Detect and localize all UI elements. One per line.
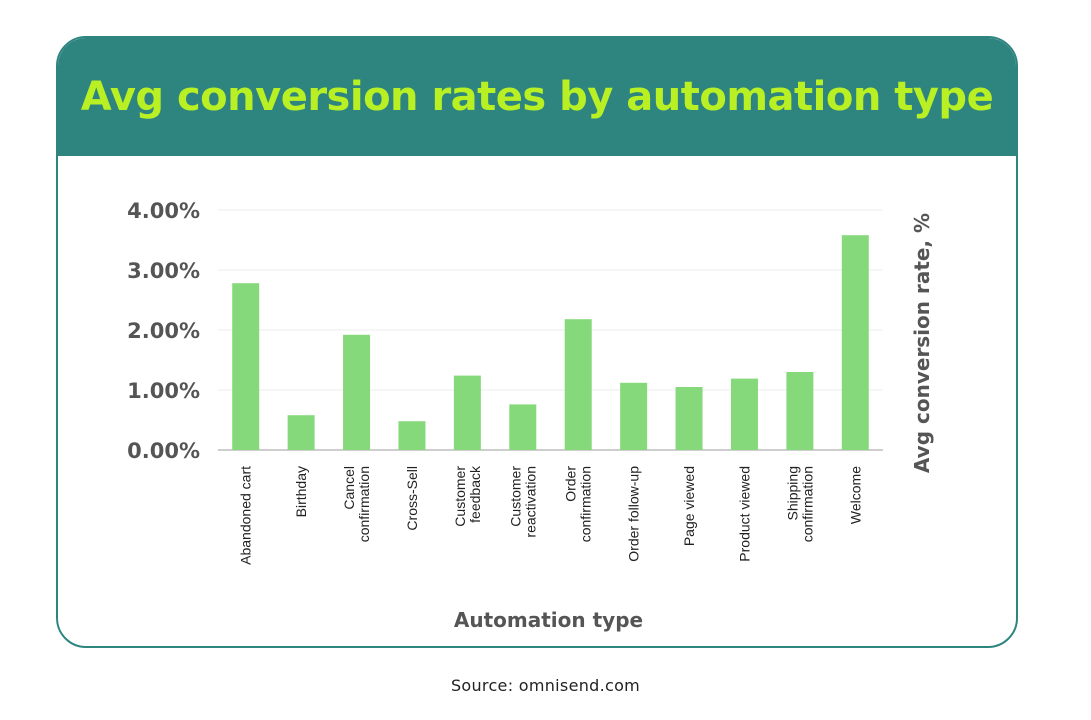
bar [287,415,315,450]
y-tick-label: 0.00% [127,439,200,463]
y-tick-label: 4.00% [127,199,200,223]
x-axis-title: Automation type [454,608,643,632]
bar [675,387,703,450]
x-tick-label: Cross-Sell [404,466,420,531]
bar [620,382,648,450]
x-tick-label: Product viewed [736,466,752,562]
y-tick-label: 2.00% [127,319,200,343]
x-tick-label: Welcome [847,466,863,524]
x-tick-label: Birthday [293,466,309,517]
y-axis-title: Avg conversion rate, % [910,213,934,473]
chart-title: Avg conversion rates by automation type [80,74,994,120]
bar [786,372,814,450]
x-tick-label: Shippingconfirmation [784,466,815,542]
y-tick-label: 1.00% [127,379,200,403]
source-caption: Source: omnisend.com [450,676,641,695]
x-tick-label: Customerreactivation [507,466,538,538]
chart-header: Avg conversion rates by automation type [58,38,1016,156]
x-tick-label: Orderconfirmation [563,466,594,543]
x-tick-label: Cancelconfirmation [341,466,372,542]
bar [453,375,481,450]
bar [343,334,371,450]
bar [509,404,537,450]
bar [841,235,869,450]
bar [232,283,260,450]
x-tick-label: Customerfeedback [452,465,483,527]
x-tick-label: Order follow-up [626,466,642,562]
bar [398,421,426,450]
y-tick-label: 3.00% [127,259,200,283]
bar [564,319,592,450]
x-tick-label: Abandoned cart [238,466,254,565]
bar [730,378,758,450]
x-tick-label: Page viewed [681,466,697,546]
